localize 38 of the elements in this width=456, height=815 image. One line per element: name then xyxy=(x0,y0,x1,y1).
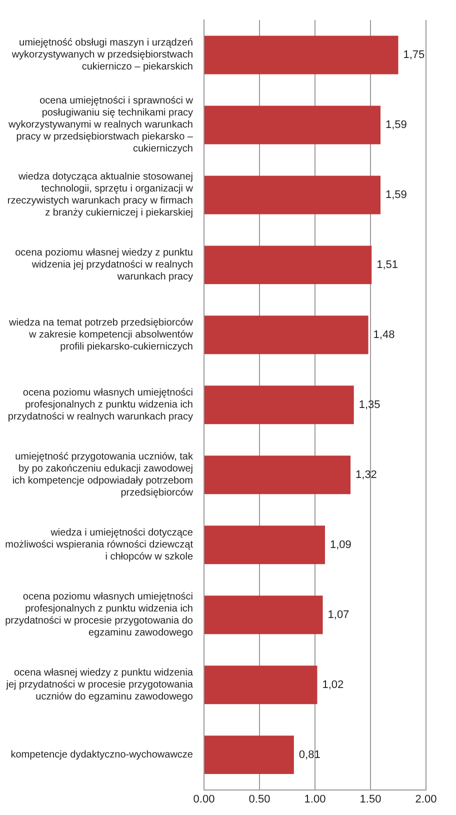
bar xyxy=(204,316,368,354)
bar xyxy=(204,386,354,424)
data-label: 1,59 xyxy=(385,188,407,201)
bar xyxy=(204,736,294,774)
bar xyxy=(204,36,398,74)
bar xyxy=(204,246,372,284)
data-label: 1,32 xyxy=(356,468,377,481)
y-tick-label: ocena własnej wiedzy z punktu widzenia jej przydatności w procesie przygotowania uczniów do egzaminu zawodowego xyxy=(5,668,194,703)
y-tick-label: wiedza i umiejętności dotyczące możliwości wspierania równości dziewcząt i chłopców w szkole xyxy=(5,528,194,563)
bar xyxy=(204,596,323,634)
x-tick-label: 0.50 xyxy=(248,793,270,806)
x-tick-label: 1.50 xyxy=(360,793,382,806)
bar xyxy=(204,526,325,564)
data-label: 1,51 xyxy=(376,258,398,271)
data-label: 0,81 xyxy=(298,748,320,761)
data-label: 1,09 xyxy=(330,538,352,551)
bar xyxy=(204,176,380,214)
x-tick-label: 0.00 xyxy=(193,793,215,806)
data-label: 1,59 xyxy=(385,119,407,132)
y-tick-label: wiedza na temat potrzeb przedsiębiorców w zakresie kompetencji absolwentów profili piekarsko-cukierniczych xyxy=(8,318,194,353)
data-label: 1,48 xyxy=(373,328,395,341)
data-label: 1,07 xyxy=(328,608,350,621)
y-tick-label: wiedza dotycząca aktualnie stosowanej technologii, sprzętu i organizacji w rzeczywistych warunkach pracy w firmach z branży cukierniczej i piekarskiej xyxy=(7,172,194,219)
bar xyxy=(204,106,380,144)
bar xyxy=(204,456,351,494)
y-tick-label: umiejętność obsługi maszyn i urządzeń wykorzystywanych w przedsiębiorstwach cukierniczo – piekarskich xyxy=(10,38,193,73)
data-label: 1,02 xyxy=(322,678,344,691)
y-tick-label: ocena poziomu własnych umiejętności profesjonalnych z punktu widzenia ich przydatności w realnych warunkach pracy xyxy=(8,388,193,423)
data-label: 1,75 xyxy=(403,49,425,62)
y-tick-label: kompetencje dydaktyczno-wychowawcze xyxy=(10,750,194,761)
y-tick-label: ocena umiejętności i sprawności w posługiwaniu się technikami pracy wykorzystywanymi w realnych warunkach pracy w przedsiębiorstwach piekarsko – cukierniczych xyxy=(7,96,194,155)
y-tick-label: ocena poziomu własnych umiejętności profesjonalnych z punktu widzenia ich przydatności w procesie przygotowania do egzaminu zawodowego xyxy=(5,592,194,639)
data-label: 1,35 xyxy=(358,398,380,411)
y-tick-label: ocena poziomu własnej wiedzy z punktu widzenia jej przydatności w realnych warunkach pracy xyxy=(15,248,193,283)
bar xyxy=(204,666,318,704)
y-tick-label: umiejętność przygotowania uczniów, tak by po zakończeniu edukacji zawodowej ich kompetencje odpowiadały potrzebom przedsiębiorców xyxy=(12,452,194,499)
x-tick-label: 1.00 xyxy=(304,793,326,806)
x-tick-label: 2.00 xyxy=(415,793,437,806)
